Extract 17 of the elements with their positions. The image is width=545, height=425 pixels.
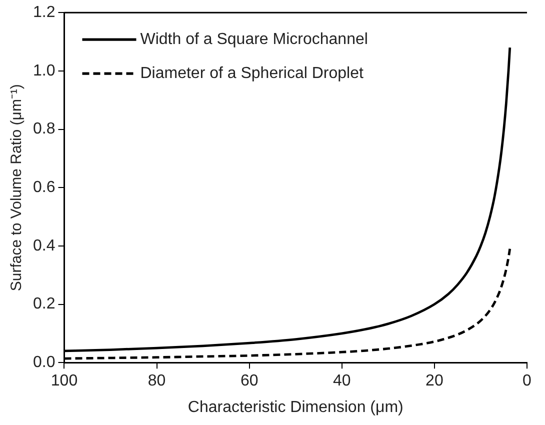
y-tick-label: 0.0 (32, 354, 56, 372)
legend-label: Width of a Square Microchannel (140, 31, 368, 48)
x-tick-label: 80 (148, 372, 166, 390)
y-tick-label: 1.2 (32, 4, 56, 22)
x-tick-label: 100 (50, 372, 78, 390)
y-tick-label: 0.4 (32, 237, 56, 254)
x-tick-label: 20 (426, 372, 444, 390)
x-tick-label: 0 (522, 372, 532, 390)
legend-label: Diameter of a Spherical Droplet (140, 65, 364, 82)
x-tick-label: 40 (333, 372, 351, 390)
x-axis-title: Characteristic Dimension (μm) (188, 398, 404, 416)
x-tick-label: 60 (240, 372, 258, 390)
y-tick-label: 0.6 (32, 179, 56, 196)
y-tick-label: 0.2 (32, 296, 56, 313)
y-tick-label: 0.8 (32, 120, 56, 138)
y-tick-label: 1.0 (32, 62, 56, 80)
y-axis-title: Surface to Volume Ratio (μm⁻¹) (8, 84, 26, 292)
